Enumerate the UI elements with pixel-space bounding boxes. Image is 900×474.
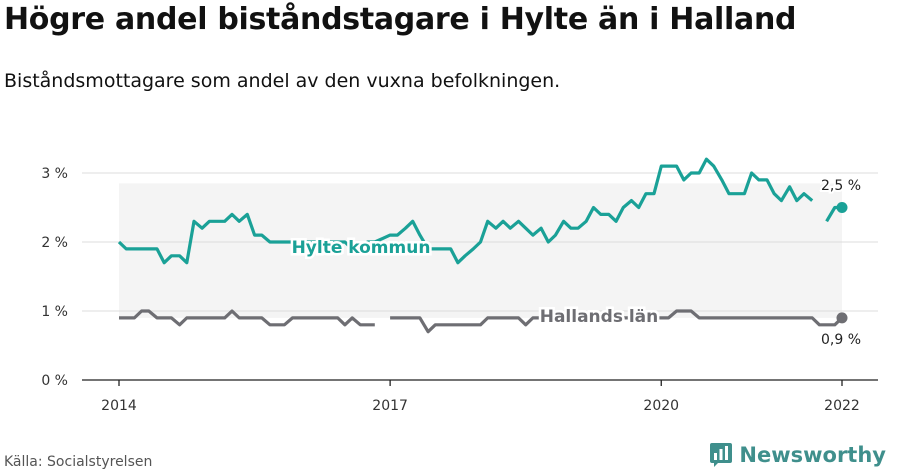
brand-name: Newsworthy [739, 443, 886, 467]
range-band [119, 183, 842, 318]
chart-title: Högre andel biståndstagare i Hylte än i … [4, 2, 797, 37]
x-tick-label: 2017 [372, 398, 408, 414]
y-tick-label: 2 % [41, 235, 68, 251]
halland-series-label: Hallands län [540, 307, 659, 327]
hylte-series-label: Hylte kommun [292, 238, 431, 258]
y-tick-label: 1 % [41, 304, 68, 320]
halland-end-label: 0,9 % [821, 332, 861, 348]
x-tick-label: 2022 [824, 398, 860, 414]
series-group: Hylte kommun 2,5 % Hallands län 0,9 % [117, 157, 863, 350]
y-axis-ticks: 0 % 1 % 2 % 3 % [41, 166, 68, 389]
y-tick-label: 0 % [41, 373, 68, 389]
hylte-end-marker [836, 202, 848, 213]
hylte-end-label: 2,5 % [821, 178, 861, 194]
halland-line [119, 309, 844, 334]
chart-subtitle: Biståndsmottagare som andel av den vuxna… [4, 70, 561, 92]
y-tick-label: 3 % [41, 166, 68, 182]
x-tick-label: 2020 [643, 398, 679, 414]
x-tick-label: 2014 [101, 398, 137, 414]
halland-end-marker [836, 312, 848, 324]
source-note: Källa: Socialstyrelsen [4, 454, 153, 470]
newsworthy-logo-icon [710, 443, 733, 467]
brand-logo[interactable]: Newsworthy [709, 441, 886, 469]
x-axis-ticks: 2014 2017 2020 2022 [101, 380, 860, 414]
